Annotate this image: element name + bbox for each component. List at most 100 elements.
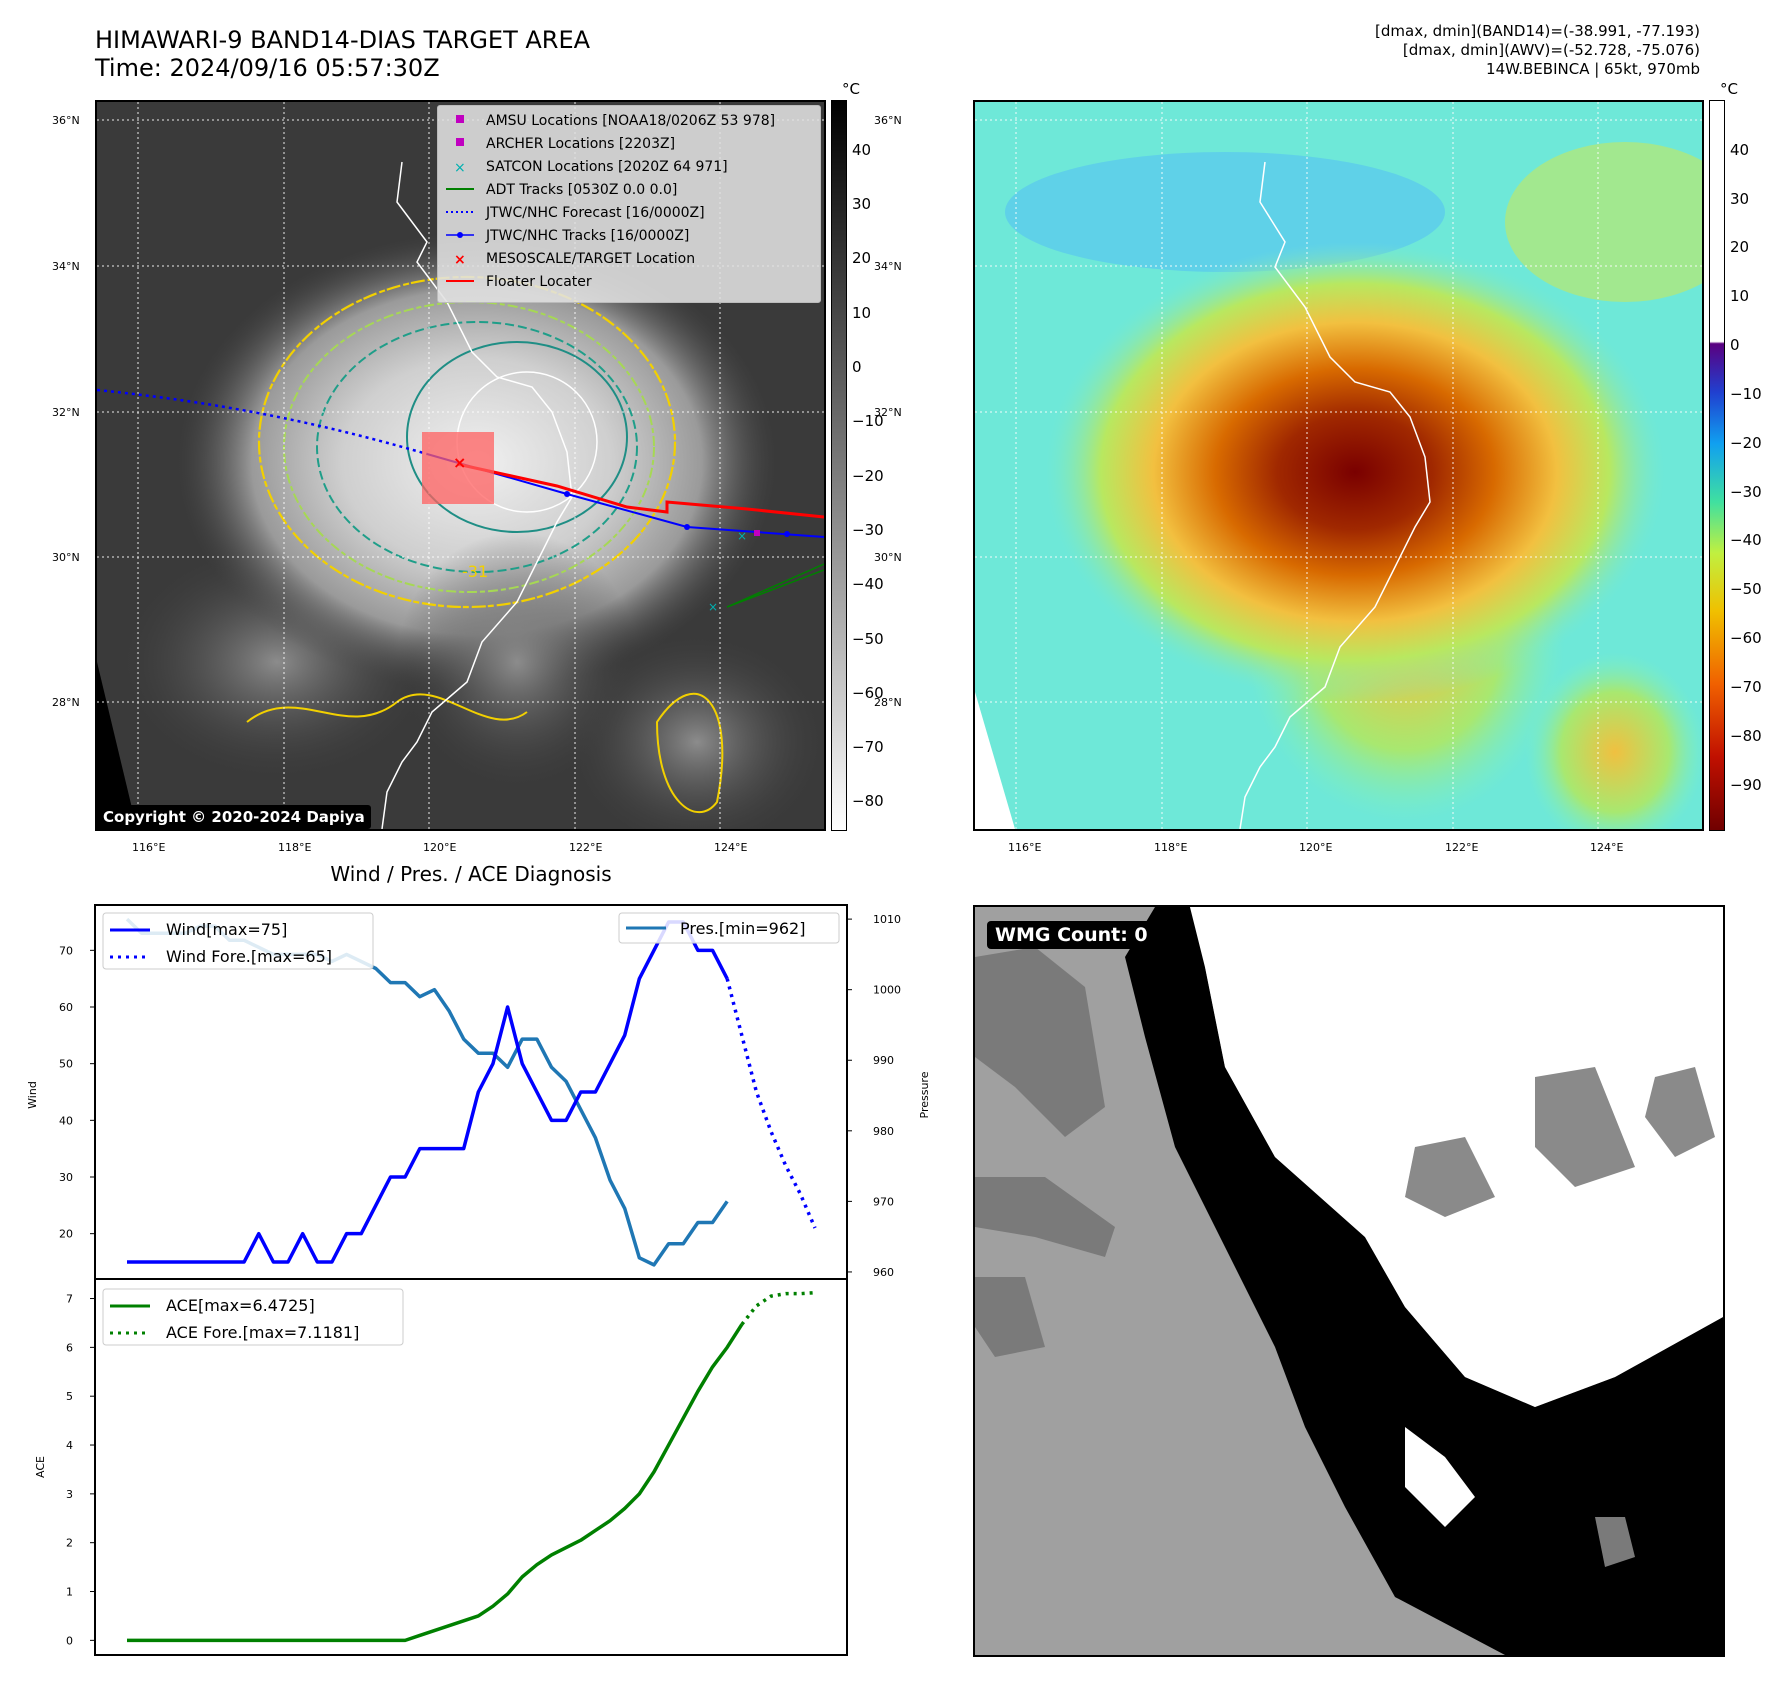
ir-colorbar-tick: 10 xyxy=(852,303,872,322)
awv-lon-tick: 122°E xyxy=(1445,841,1479,854)
ir-lat-tick: 28°N xyxy=(52,696,80,709)
ir-colorbar-unit: °C xyxy=(842,80,860,98)
ir-colorbar-tick: −10 xyxy=(852,412,884,431)
legend-archer-marker xyxy=(456,138,464,146)
ir-colorbar-tick: 30 xyxy=(852,195,872,214)
awv-colorbar-tick: 0 xyxy=(1730,336,1740,355)
pressure-tick-label: 990 xyxy=(873,1054,894,1067)
legend-satcon: SATCON Locations [2020Z 64 971] xyxy=(486,159,728,175)
legend-pres: Pres.[min=962] xyxy=(680,919,805,938)
svg-text:×: × xyxy=(737,529,747,543)
title-line-2: Time: 2024/09/16 05:57:30Z xyxy=(95,54,440,82)
legend-ace-fore: ACE Fore.[max=7.1181] xyxy=(166,1323,359,1342)
awv-colorbar-tick: 30 xyxy=(1730,189,1750,208)
ace-tick-label: 2 xyxy=(66,1537,73,1550)
ir-lat-tick: 34°N xyxy=(52,260,80,273)
awv-colorbar-tick: −50 xyxy=(1730,580,1762,599)
svg-text:×: × xyxy=(708,600,718,614)
awv-colorbar-unit: °C xyxy=(1720,80,1738,98)
ir-colorbar xyxy=(831,100,847,831)
wind-series-line xyxy=(127,920,729,1264)
ir-colorbar-tick: −60 xyxy=(852,683,884,702)
awv-colorbar xyxy=(1709,100,1725,831)
stats-line-3: 14W.BEBINCA | 65kt, 970mb xyxy=(1486,60,1700,78)
ir-lat-tick: 36°N xyxy=(52,114,80,127)
ir-lon-tick: 120°E xyxy=(423,841,457,854)
title-line-1: HIMAWARI-9 BAND14-DIAS TARGET AREA xyxy=(95,26,591,54)
ace-axes xyxy=(94,1278,848,1656)
wmg-panel: WMG Count: 0 xyxy=(973,905,1725,1657)
awv-colorbar-tick: −90 xyxy=(1730,775,1762,794)
wind-tick-label: 50 xyxy=(59,1058,73,1071)
legend-target-marker: × xyxy=(454,252,466,268)
awv-colorbar-tick: 40 xyxy=(1730,140,1750,159)
awv-lon-tick: 116°E xyxy=(1008,841,1042,854)
figure-title: HIMAWARI-9 BAND14-DIAS TARGET AREA Time:… xyxy=(95,26,590,82)
awv-lat-tick: 28°N xyxy=(874,696,902,709)
awv-map-panel xyxy=(973,100,1704,831)
pressure-tick-label: 1010 xyxy=(873,913,901,926)
ace-forecast-series-line xyxy=(740,1290,816,1326)
pressure-legend: Pres.[min=962] xyxy=(618,912,840,944)
pressure-axis-label: Pressure xyxy=(918,1071,931,1118)
ir-colorbar-tick: −70 xyxy=(852,738,884,757)
legend-tracks: JTWC/NHC Tracks [16/0000Z] xyxy=(485,228,689,244)
legend-wind: Wind[max=75] xyxy=(166,920,287,939)
pressure-series-line xyxy=(125,917,729,1267)
ir-colorbar-tick: −50 xyxy=(852,629,884,648)
legend-adt: ADT Tracks [0530Z 0.0 0.0] xyxy=(486,182,677,198)
legend-wind-fore: Wind Fore.[max=65] xyxy=(166,947,332,966)
awv-lat-tick: 34°N xyxy=(874,260,902,273)
copyright-label: Copyright © 2020-2024 Dapiya xyxy=(97,805,371,829)
legend-amsu-marker xyxy=(456,115,464,123)
pressure-tick-label: 1000 xyxy=(873,984,901,997)
wind-y-ticks: 70 60 50 40 30 20 xyxy=(59,944,95,1241)
ir-legend-svg: AMSU Locations [NOAA18/0206Z 53 978] ARC… xyxy=(446,113,775,290)
wind-tick-label: 20 xyxy=(59,1228,73,1241)
ir-lon-tick: 122°E xyxy=(569,841,603,854)
awv-colorbar-tick: −40 xyxy=(1730,531,1762,550)
ir-colorbar-tick: −30 xyxy=(852,520,884,539)
series-layer xyxy=(125,917,817,1643)
awv-lat-tick: 32°N xyxy=(874,406,902,419)
awv-lon-tick: 118°E xyxy=(1154,841,1188,854)
ir-colorbar-tick: −20 xyxy=(852,466,884,485)
contour-label: -31 xyxy=(462,562,488,581)
awv-colorbar-tick: 20 xyxy=(1730,238,1750,257)
legend-ace: ACE[max=6.4725] xyxy=(166,1296,315,1315)
ir-lon-tick: 118°E xyxy=(278,841,312,854)
ace-y-ticks: 7 6 5 4 3 2 1 0 xyxy=(66,1293,95,1647)
awv-colorbar-tick: −30 xyxy=(1730,482,1762,501)
legend-archer: ARCHER Locations [2203Z] xyxy=(486,136,675,152)
awv-lat-tick: 36°N xyxy=(874,114,902,127)
wmg-image xyxy=(975,907,1723,1655)
awv-lon-tick: 120°E xyxy=(1299,841,1333,854)
ir-axis-labels: 36°N 34°N 32°N 30°N 28°N 116°E 118°E 120… xyxy=(52,114,1623,854)
legend-forecast: JTWC/NHC Forecast [16/0000Z] xyxy=(485,205,705,221)
awv-colorbar-tick: −70 xyxy=(1730,677,1762,696)
ace-tick-label: 4 xyxy=(66,1439,73,1452)
wmg-count-label: WMG Count: 0 xyxy=(987,921,1156,949)
ace-axis-label: ACE xyxy=(34,1456,47,1478)
ace-tick-label: 6 xyxy=(66,1341,73,1354)
ir-colorbar-tick: −40 xyxy=(852,575,884,594)
ir-map-panel: -31 × × × AMSU Locations [NOAA18/0206Z xyxy=(95,100,826,831)
awv-lat-tick: 30°N xyxy=(874,551,902,564)
pressure-tick-label: 980 xyxy=(873,1125,894,1138)
pressure-y-ticks: 1010 1000 990 980 970 960 xyxy=(847,913,901,1279)
awv-map-image xyxy=(975,102,1702,829)
wind-tick-label: 60 xyxy=(59,1001,73,1014)
awv-colorbar-tick: 10 xyxy=(1730,287,1750,306)
wind-tick-label: 70 xyxy=(59,944,73,957)
ir-colorbar-tick: 0 xyxy=(852,357,862,376)
ir-lat-tick: 30°N xyxy=(52,551,80,564)
awv-colorbar-tick: −60 xyxy=(1730,629,1762,648)
wind-axis-label: Wind xyxy=(26,1081,39,1109)
ace-tick-label: 5 xyxy=(66,1390,73,1403)
stats-line-1: [dmax, dmin](BAND14)=(-38.991, -77.193) xyxy=(1375,22,1700,40)
ace-series-line xyxy=(127,1323,744,1643)
diagnosis-title: Wind / Pres. / ACE Diagnosis xyxy=(330,862,612,886)
awv-colorbar-tick: −20 xyxy=(1730,433,1762,452)
awv-colorbar-tick: −80 xyxy=(1730,726,1762,745)
